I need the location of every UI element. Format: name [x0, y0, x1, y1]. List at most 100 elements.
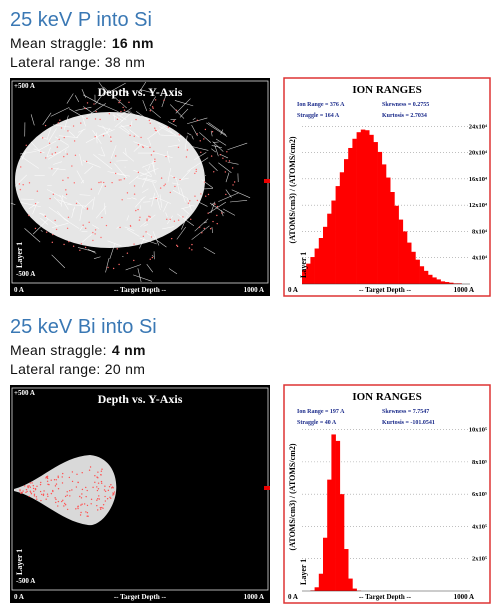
ion-dot	[81, 493, 83, 495]
ion-cloud	[14, 455, 117, 526]
trajectory	[227, 142, 248, 151]
ion-dot	[129, 134, 131, 136]
ion-dot	[178, 134, 180, 136]
ion-dot	[99, 508, 102, 510]
ion-dot	[149, 146, 151, 149]
ion-dot	[187, 202, 190, 204]
ion-dot	[43, 490, 45, 492]
trajectory	[30, 114, 35, 126]
ion-dot	[222, 157, 224, 159]
ion-dot	[33, 495, 36, 497]
ion-dot	[101, 482, 103, 484]
ion-dot	[22, 490, 24, 492]
ion-dot	[107, 489, 110, 492]
ion-dot	[92, 486, 94, 489]
ion-dot	[154, 158, 156, 160]
histogram-bar	[444, 282, 450, 284]
histogram-bar	[449, 282, 454, 284]
ion-dot	[216, 214, 218, 217]
ion-dot	[63, 136, 65, 139]
straggle-line: Mean straggle: 16 nm	[10, 35, 154, 51]
layer-label: Layer 1	[15, 549, 24, 575]
ion-dot	[101, 216, 103, 219]
trajectory	[218, 162, 232, 173]
trajectory	[121, 256, 124, 258]
histogram-bar	[344, 549, 349, 591]
stat: Ion Range = 197 A	[297, 409, 345, 415]
y-tick-label: 12x10⁴	[469, 202, 487, 209]
ion-dot	[145, 231, 147, 233]
ion-dot	[146, 219, 148, 222]
histogram-bar	[365, 130, 370, 284]
x-end-label: 1000 A	[454, 593, 474, 601]
ion-dot	[166, 218, 168, 221]
ion-dot	[213, 171, 215, 173]
x-start-label: 0 A	[14, 286, 24, 294]
ion-dot	[52, 193, 55, 196]
ion-dot	[219, 153, 221, 156]
x-axis-label: -- Target Depth --	[114, 593, 167, 601]
ion-dot	[30, 491, 32, 493]
y-tick-label: 8x10⁵	[472, 459, 487, 466]
trajectory	[203, 246, 216, 255]
x-end-label: 1000 A	[454, 286, 474, 294]
ion-dot	[151, 106, 154, 108]
trajectory	[137, 268, 142, 283]
trajectory	[208, 122, 227, 136]
ion-dot	[174, 185, 176, 188]
ion-dot	[163, 99, 165, 101]
ion-dot	[119, 99, 121, 101]
ion-dot	[62, 472, 64, 475]
ion-dot	[90, 498, 93, 501]
histogram-bar	[327, 213, 332, 284]
trajectory	[51, 254, 66, 269]
histogram-bar	[390, 192, 395, 284]
trajectory	[110, 93, 127, 109]
ion-dot	[109, 496, 111, 499]
ion-dot	[61, 476, 63, 478]
ion-dot	[186, 149, 189, 151]
ion-dot	[138, 219, 141, 221]
ion-dot	[112, 267, 115, 270]
ion-dot	[31, 482, 33, 484]
histogram-bar	[402, 231, 408, 284]
trajectory	[212, 141, 224, 152]
ion-dot	[113, 491, 116, 493]
ion-dot	[80, 122, 82, 124]
histogram-bar	[335, 186, 341, 284]
ion-dot	[135, 118, 137, 121]
ion-dot	[49, 197, 51, 200]
ion-dot	[104, 490, 107, 492]
histogram-bar	[356, 132, 362, 284]
ion-dot	[75, 508, 77, 510]
histogram-bar	[440, 281, 446, 284]
histogram-bar	[453, 283, 458, 284]
ion-dot	[81, 503, 83, 505]
ion-dot	[226, 151, 228, 153]
ion-dot	[203, 227, 205, 230]
y-bottom-label: -500 A	[16, 270, 35, 278]
histogram-bar	[306, 263, 311, 284]
ion-dot	[148, 215, 150, 218]
x-end-label: 1000 A	[244, 286, 264, 294]
ion-dot	[191, 249, 193, 251]
histogram-bar	[302, 269, 307, 284]
ion-dot	[135, 209, 137, 212]
ion-dot	[155, 129, 157, 132]
trajectory	[192, 117, 196, 121]
ion-dot	[61, 482, 64, 484]
ion-dot	[100, 470, 103, 472]
lateral-range: Lateral range: 20 nm	[10, 361, 145, 377]
trajectory	[208, 201, 227, 214]
ion-dot	[60, 127, 63, 129]
trajectory	[81, 88, 86, 98]
trajectory	[205, 174, 207, 176]
trajectory	[174, 100, 194, 107]
ion-dot	[69, 490, 71, 492]
ion-dot	[94, 229, 97, 231]
ion-dot	[231, 167, 234, 169]
trajectory	[142, 100, 148, 111]
ion-dot	[150, 154, 153, 156]
trajectory	[211, 148, 217, 153]
ion-dot	[66, 227, 69, 230]
